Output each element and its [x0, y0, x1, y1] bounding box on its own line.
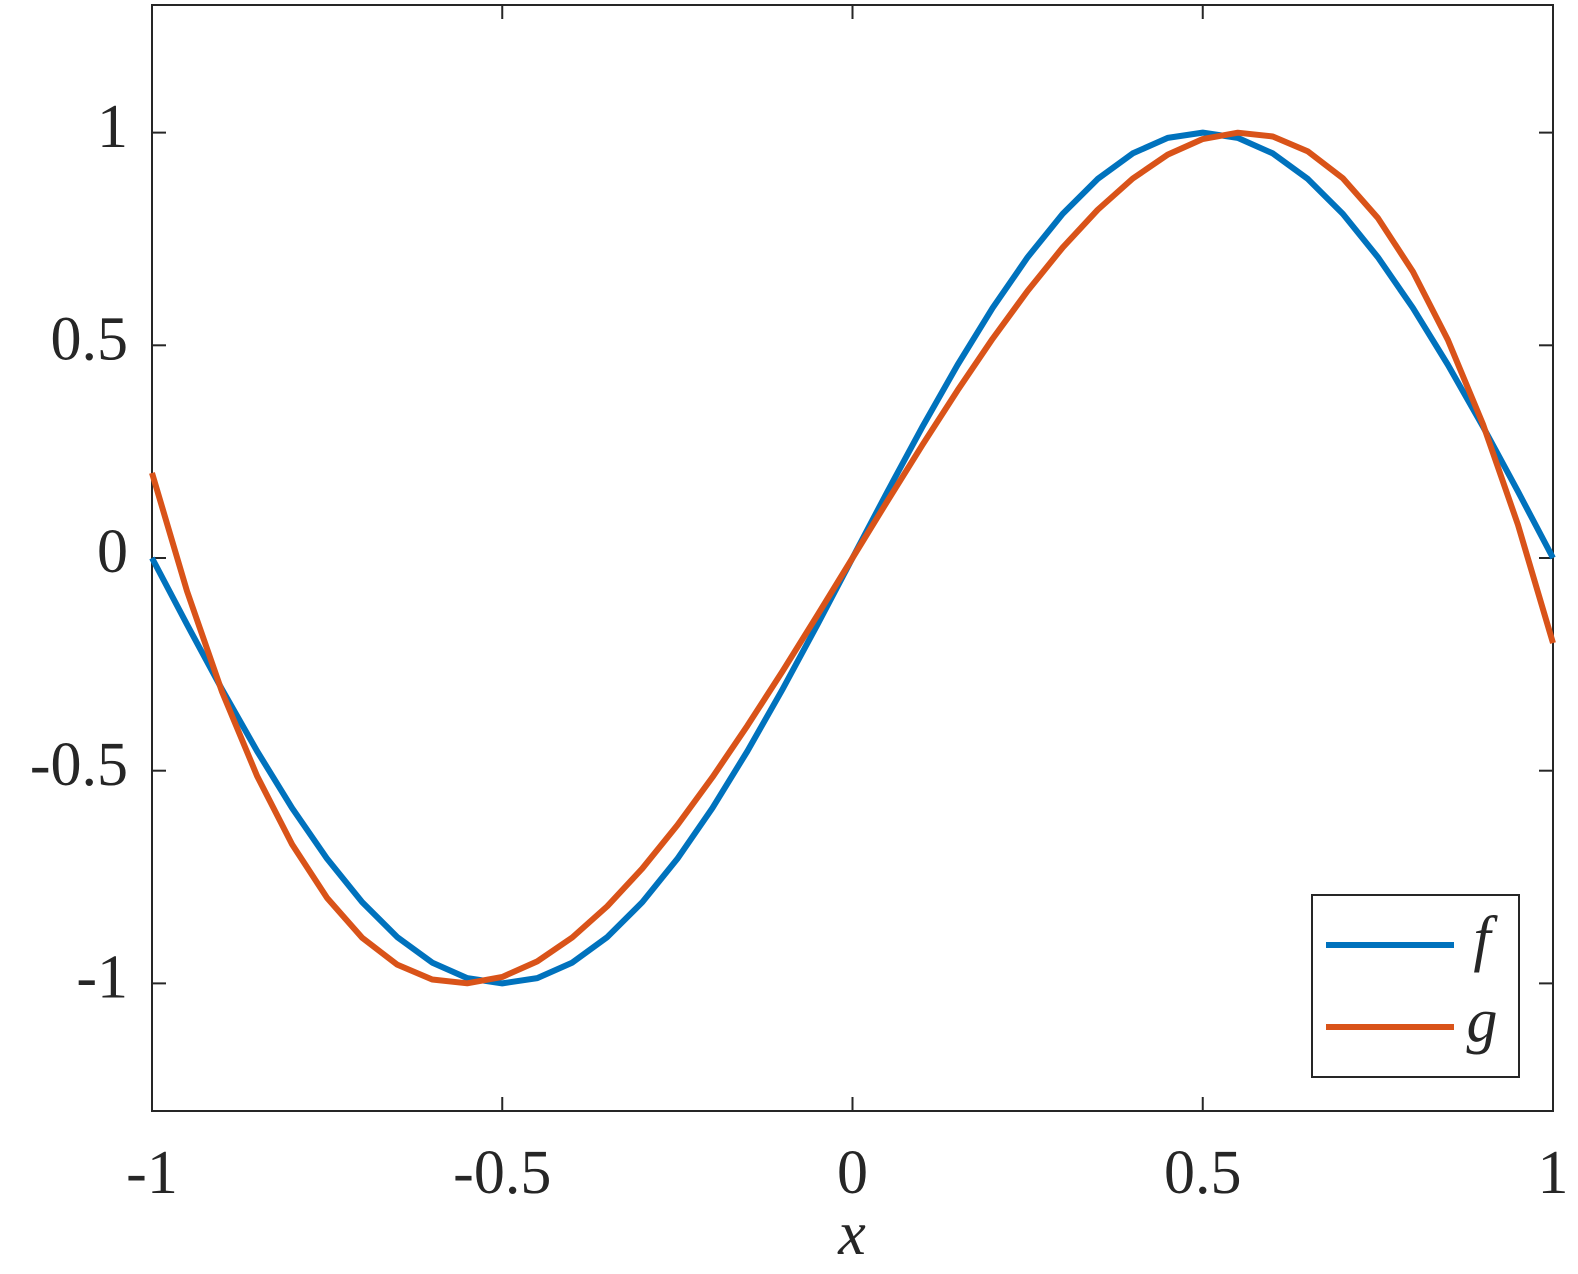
x-tick-label: -0.5	[453, 1139, 551, 1207]
y-tick-label: 1	[97, 93, 128, 161]
x-tick-label: 1	[1538, 1139, 1569, 1207]
y-tick-label: 0.5	[51, 306, 129, 374]
y-tick-label: -1	[76, 944, 128, 1012]
y-tick-label: -0.5	[30, 731, 128, 799]
x-tick-label: -1	[126, 1139, 178, 1207]
x-axis-label: x	[837, 1200, 866, 1268]
series-line	[149, 129, 1556, 987]
legend-box	[1311, 894, 1520, 1078]
x-tick-label: 0	[837, 1139, 868, 1207]
legend-label: g	[1467, 987, 1498, 1055]
y-tick-label: 0	[97, 518, 128, 586]
x-tick-label: 0.5	[1164, 1139, 1242, 1207]
